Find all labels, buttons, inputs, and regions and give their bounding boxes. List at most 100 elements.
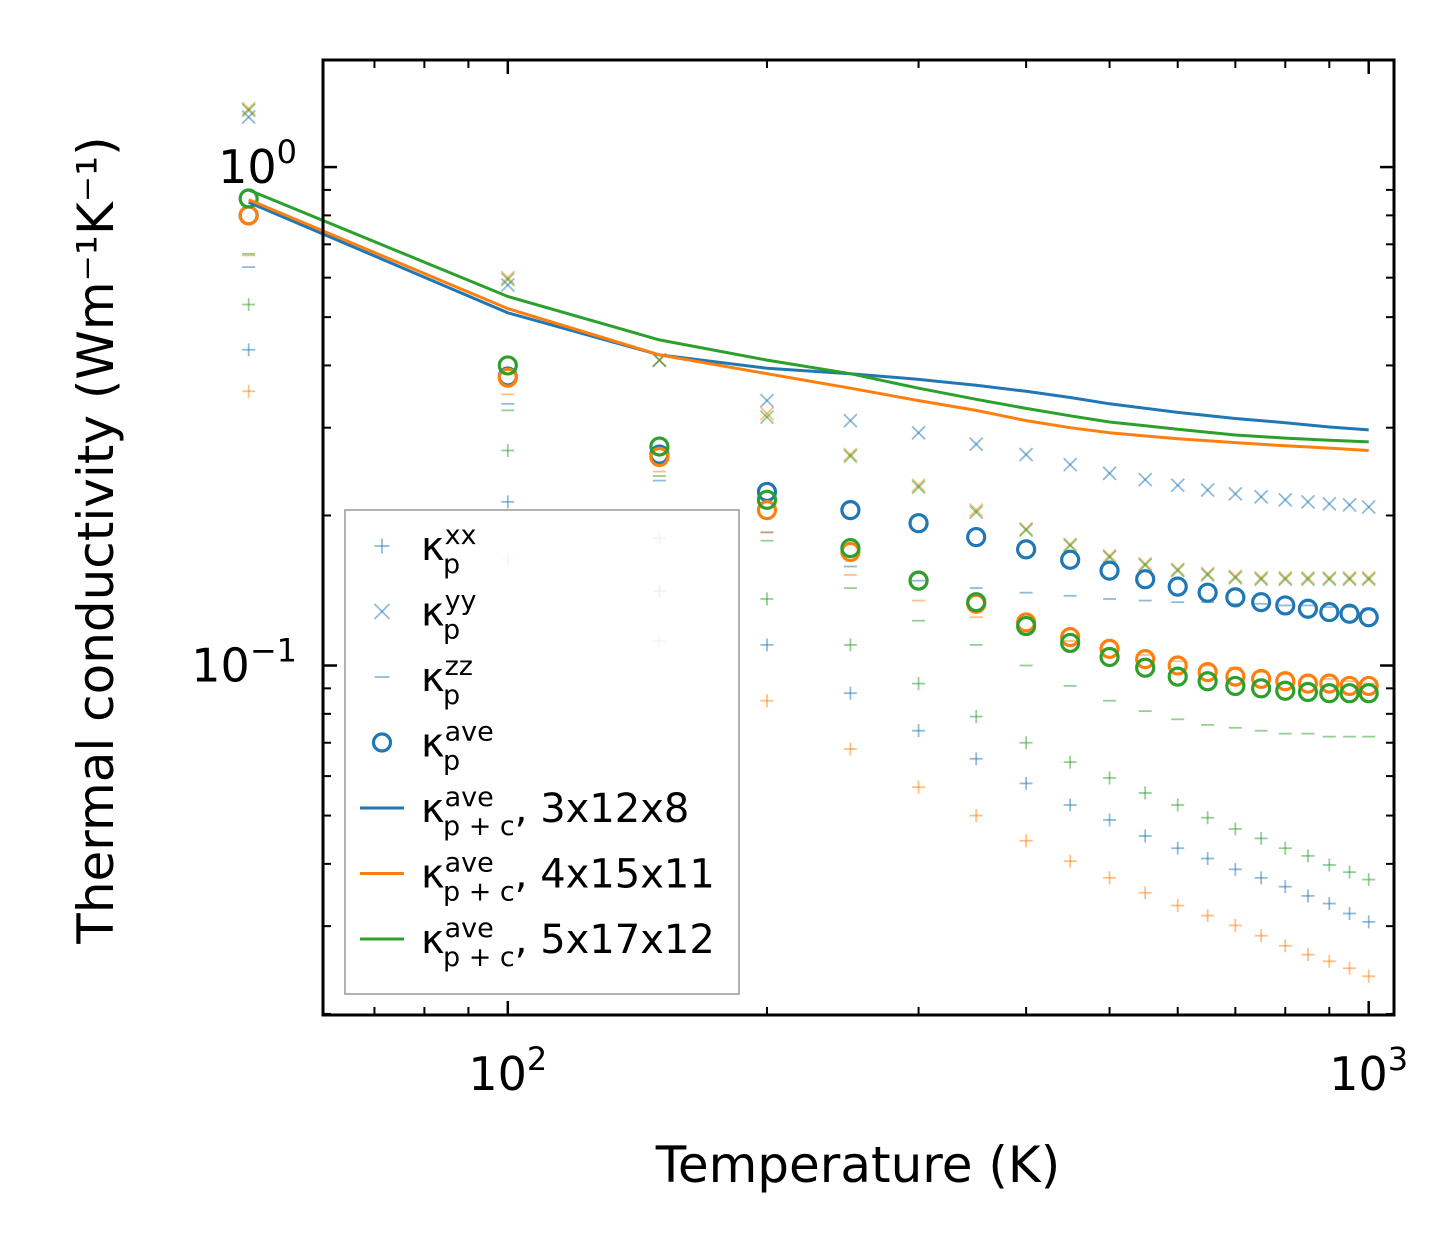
point-kave-5x17x12-300 <box>908 570 929 591</box>
point-kyy-4x15x11-750-b <box>1254 570 1269 585</box>
point-kave-5x17x12-900-ring <box>1319 683 1340 704</box>
point-kyy-5x17x12-350-b <box>969 505 984 520</box>
point-kxx-5x17x12-300 <box>912 677 926 691</box>
point-kyy-5x17x12-1000-b <box>1361 572 1376 587</box>
point-kyy-5x17x12-250-b <box>843 449 858 464</box>
point-kxx-4x15x11-600 <box>1171 899 1185 913</box>
legend-tail: , 5x17x12 <box>515 917 715 963</box>
point-kyy-3x12x8-800-b <box>1278 492 1293 507</box>
point-kyy-5x17x12-550-b <box>1138 558 1153 573</box>
point-kave-3x12x8-250 <box>840 500 861 521</box>
point-kave-3x12x8-300 <box>908 513 929 534</box>
legend-symbol: κ <box>421 590 445 636</box>
point-kxx-3x12x8-700 <box>1228 862 1242 876</box>
point-kyy-5x17x12-50 <box>241 103 256 118</box>
point-kave-3x12x8-450 <box>1060 549 1081 570</box>
x-tick-label-base: 10 <box>468 1047 527 1101</box>
point-kyy-3x12x8-400 <box>1018 447 1034 462</box>
point-kave-5x17x12-550 <box>1135 657 1156 678</box>
point-kyy-4x15x11-50-b <box>241 101 256 116</box>
point-kave-3x12x8-650 <box>1197 582 1218 603</box>
point-kyy-5x17x12-600-b <box>1170 563 1185 578</box>
point-kxx-3x12x8-50 <box>242 343 256 357</box>
point-kyy-3x12x8-1000-b <box>1361 499 1376 515</box>
tick-layer <box>323 60 1394 1015</box>
point-kxx-5x17x12-450 <box>1063 755 1077 769</box>
point-kyy-5x17x12-500-b <box>1102 549 1117 565</box>
point-kave-4x15x11-1000-ring <box>1358 675 1379 697</box>
point-kyy-4x15x11-600-b <box>1170 562 1185 577</box>
point-kxx-4x15x11-400 <box>1019 834 1033 848</box>
legend-subscript: p <box>443 615 460 646</box>
legend-subscript: p <box>443 680 460 711</box>
y-tick-label-0.1: 10−1 <box>191 632 297 693</box>
point-kxx-4x15x11-250 <box>843 742 857 756</box>
point-kyy-4x15x11-1000 <box>1361 570 1376 585</box>
point-kxx-3x12x8-550 <box>1138 829 1152 843</box>
point-kyy-4x15x11-700 <box>1228 569 1243 584</box>
point-kyy-5x17x12-300-b <box>911 479 926 495</box>
point-kyy-4x15x11-950-b <box>1342 570 1357 585</box>
point-kyy-3x12x8-300 <box>911 425 926 440</box>
point-kave-3x12x8-850 <box>1297 598 1319 619</box>
y-tick-label-base: 10 <box>218 140 277 194</box>
legend-label: κave p + c, 3x12x8 <box>421 782 689 842</box>
series-kxx-3x12x8 <box>242 343 1376 929</box>
point-kave-5x17x12-1000-ring <box>1358 683 1379 704</box>
series-kzz-5x17x12 <box>242 252 1376 738</box>
point-kave-4x15x11-750 <box>1251 668 1272 690</box>
point-kave-3x12x8-850-ring <box>1297 598 1319 619</box>
point-kave-3x12x8-600 <box>1167 576 1188 597</box>
legend-label: κave p + c, 5x17x12 <box>421 913 715 973</box>
legend-entry-4: κave p + c, 3x12x8 <box>360 782 689 842</box>
point-kyy-4x15x11-200-b <box>759 406 775 421</box>
point-kyy-3x12x8-700 <box>1228 486 1243 502</box>
legend-symbol: κ <box>421 721 445 767</box>
point-kave-4x15x11-900 <box>1319 673 1340 694</box>
point-kave-4x15x11-650 <box>1197 662 1218 683</box>
legend-swatch-circle <box>371 732 393 753</box>
point-kyy-5x17x12-500 <box>1102 549 1117 565</box>
point-kave-5x17x12-150-ring <box>649 436 670 457</box>
point-kave-5x17x12-550-ring <box>1135 657 1156 678</box>
point-kave-5x17x12-400 <box>1016 615 1037 637</box>
point-kxx-4x15x11-800 <box>1278 939 1292 953</box>
point-kyy-4x15x11-200 <box>759 406 775 421</box>
point-kave-4x15x11-950-ring <box>1339 675 1360 697</box>
legend-swatch-x <box>373 603 391 620</box>
point-kave-3x12x8-350 <box>966 526 987 548</box>
point-kyy-3x12x8-750-b <box>1254 489 1269 504</box>
point-kave-3x12x8-250-ring <box>840 500 861 521</box>
point-kyy-4x15x11-100-b <box>500 270 515 285</box>
series-line-kpc-3x12x8 <box>248 200 1369 432</box>
point-kyy-3x12x8-650 <box>1200 482 1215 498</box>
point-kyy-3x12x8-1000 <box>1361 499 1376 515</box>
point-kave-3x12x8-1000 <box>1358 607 1379 628</box>
point-kave-3x12x8-1000-ring <box>1358 607 1379 628</box>
point-kxx-4x15x11-950 <box>1343 961 1357 975</box>
point-kave-4x15x11-600 <box>1167 655 1188 676</box>
x-tick-label-exp: 3 <box>1388 1040 1408 1078</box>
point-kave-4x15x11-750-ring <box>1251 668 1272 690</box>
point-kyy-4x15x11-50 <box>241 101 256 116</box>
legend-tail: , 4x15x11 <box>515 852 715 898</box>
legend-label: κxx p <box>421 520 477 580</box>
point-kyy-5x17x12-600 <box>1170 563 1185 578</box>
point-kave-3x12x8-600-ring <box>1167 576 1188 597</box>
point-kave-5x17x12-150 <box>649 436 670 457</box>
point-kxx-5x17x12-250 <box>843 638 857 652</box>
point-kave-3x12x8-950-ring <box>1339 603 1360 624</box>
point-kyy-4x15x11-800 <box>1278 570 1293 585</box>
point-kyy-4x15x11-250 <box>843 447 858 462</box>
point-kyy-4x15x11-350 <box>969 502 984 518</box>
legend-superscript: ave <box>445 913 494 944</box>
legend-swatch-plus <box>374 538 390 554</box>
point-kyy-3x12x8-650-b <box>1200 482 1215 498</box>
point-kyy-5x17x12-900 <box>1322 572 1337 587</box>
point-kave-5x17x12-700-ring <box>1225 675 1246 697</box>
legend-entry-6: κave p + c, 5x17x12 <box>360 913 715 973</box>
legend-superscript: zz <box>445 651 473 682</box>
point-kyy-5x17x12-750-b <box>1254 572 1269 587</box>
